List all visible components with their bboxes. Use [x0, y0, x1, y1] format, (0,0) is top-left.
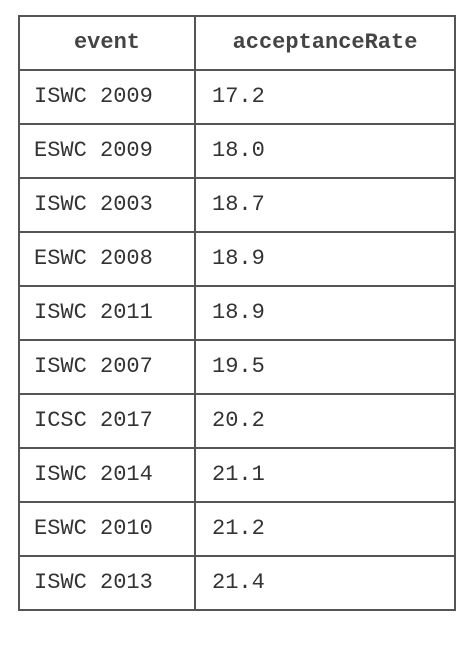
table-row: ESWC 2010 21.2: [18, 501, 456, 557]
table-row: ESWC 2008 18.9: [18, 231, 456, 287]
table-header: event acceptanceRate: [18, 15, 456, 71]
header-row: event acceptanceRate: [18, 15, 456, 71]
column-header-acceptance-rate: acceptanceRate: [194, 15, 456, 71]
acceptance-rate-cell: 21.4: [194, 555, 456, 611]
acceptance-rate-cell: 19.5: [194, 339, 456, 395]
table-row: ISWC 2003 18.7: [18, 177, 456, 233]
acceptance-rate-cell: 17.2: [194, 69, 456, 125]
acceptance-rate-cell: 18.7: [194, 177, 456, 233]
table-row: ISWC 2011 18.9: [18, 285, 456, 341]
event-cell: ESWC 2008: [18, 231, 196, 287]
event-cell: ESWC 2009: [18, 123, 196, 179]
acceptance-rate-cell: 21.2: [194, 501, 456, 557]
event-cell: ISWC 2011: [18, 285, 196, 341]
event-cell: ESWC 2010: [18, 501, 196, 557]
event-cell: ISWC 2013: [18, 555, 196, 611]
table-row: ICSC 2017 20.2: [18, 393, 456, 449]
acceptance-rate-cell: 18.9: [194, 231, 456, 287]
table-row: ISWC 2007 19.5: [18, 339, 456, 395]
results-table: event acceptanceRate ISWC 2009 17.2 ESWC…: [18, 15, 456, 611]
table-row: ESWC 2009 18.0: [18, 123, 456, 179]
acceptance-rate-cell: 18.9: [194, 285, 456, 341]
acceptance-rate-cell: 18.0: [194, 123, 456, 179]
table-body: ISWC 2009 17.2 ESWC 2009 18.0 ISWC 2003 …: [18, 69, 456, 611]
event-cell: ISWC 2014: [18, 447, 196, 503]
event-cell: ISWC 2009: [18, 69, 196, 125]
table-row: ISWC 2014 21.1: [18, 447, 456, 503]
acceptance-rate-cell: 21.1: [194, 447, 456, 503]
acceptance-rate-cell: 20.2: [194, 393, 456, 449]
column-header-event: event: [18, 15, 196, 71]
table-row: ISWC 2009 17.2: [18, 69, 456, 125]
table-row: ISWC 2013 21.4: [18, 555, 456, 611]
event-cell: ISWC 2003: [18, 177, 196, 233]
event-cell: ICSC 2017: [18, 393, 196, 449]
event-cell: ISWC 2007: [18, 339, 196, 395]
